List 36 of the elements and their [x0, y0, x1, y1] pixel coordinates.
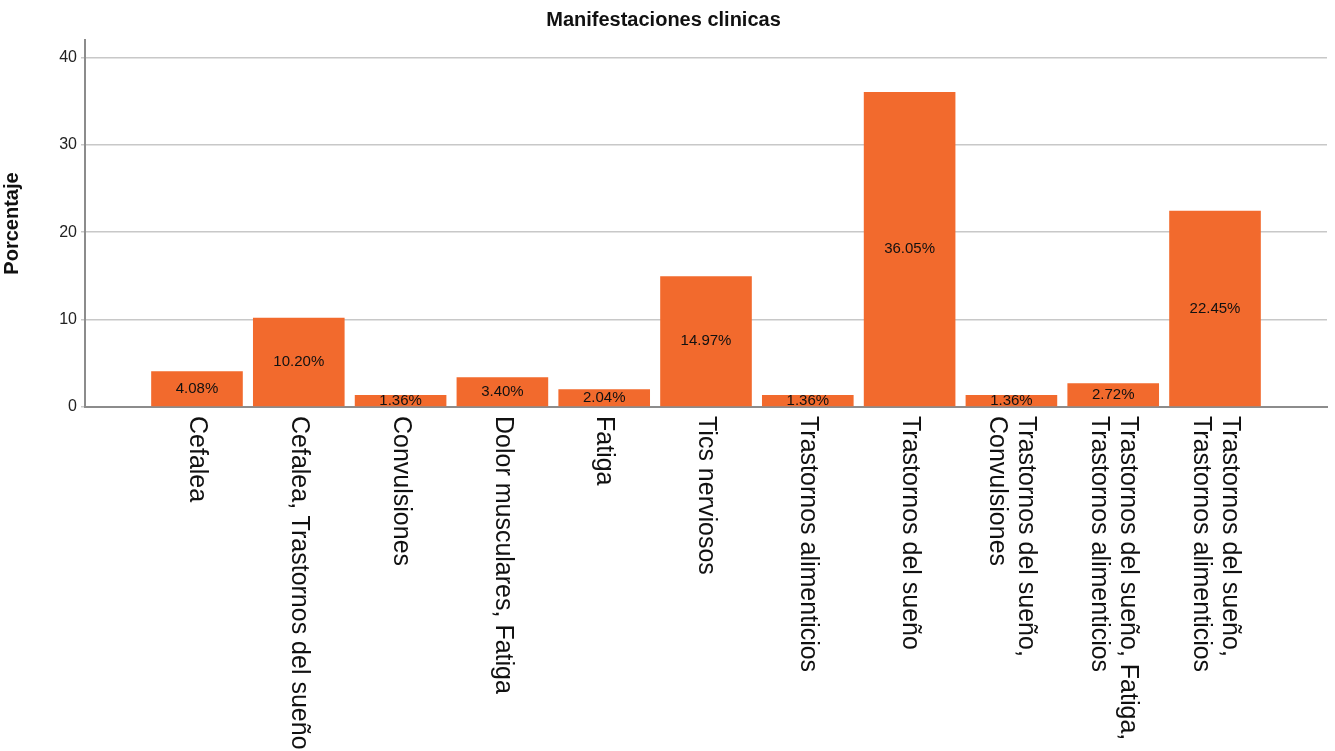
x-tick-label: Trastornos del sueño, Trastornos alimenticios: [1188, 416, 1246, 673]
data-label: 4.08%: [175, 378, 219, 396]
y-axis-title: Porcentaje: [0, 172, 22, 275]
data-label: 2.72%: [1091, 384, 1135, 402]
bar: [1067, 383, 1160, 407]
y-tick-label: 30: [59, 135, 78, 153]
x-tick-label: Tics nerviosos: [694, 416, 723, 575]
x-tick-label: Cefalea, Trastornos del sueño: [286, 416, 315, 750]
data-label: 1.36%: [990, 390, 1033, 408]
data-label: 1.36%: [379, 390, 422, 408]
data-label: 22.45%: [1189, 298, 1241, 316]
bar: [863, 91, 956, 407]
x-tick-label: Trastornos del sueño, Convulsiones: [985, 416, 1043, 657]
x-tick-label: Trastornos alimenticios: [795, 416, 824, 673]
data-label: 1.36%: [786, 390, 830, 408]
x-tick-label: Cefalea: [185, 416, 214, 503]
x-tick-label: Trastornos del sueño: [897, 416, 926, 650]
x-tick-label: Trastornos del sueño, Fatiga, Trastornos alimenticios: [1086, 416, 1144, 741]
bar: [151, 371, 243, 407]
bar: [456, 377, 549, 407]
data-label: 14.97%: [680, 331, 732, 349]
y-tick-label: 40: [59, 47, 78, 65]
data-label: 2.04%: [582, 387, 626, 405]
y-tick-label: 10: [59, 310, 78, 328]
bar: [1169, 210, 1261, 407]
x-tick-label: Dolor musculares, Fatiga: [490, 416, 519, 694]
data-label: 3.40%: [481, 381, 524, 399]
data-label: 36.05%: [884, 239, 936, 257]
y-tick-label: 20: [59, 222, 78, 240]
bar: [660, 276, 752, 407]
bar: [252, 317, 345, 407]
y-tick-label: 0: [68, 397, 78, 415]
data-label: 10.20%: [273, 352, 325, 370]
chart-title: Manifestaciones clinicas: [546, 7, 781, 30]
x-tick-label: Convulsiones: [388, 416, 417, 567]
x-tick-label: Fatiga: [592, 416, 621, 486]
